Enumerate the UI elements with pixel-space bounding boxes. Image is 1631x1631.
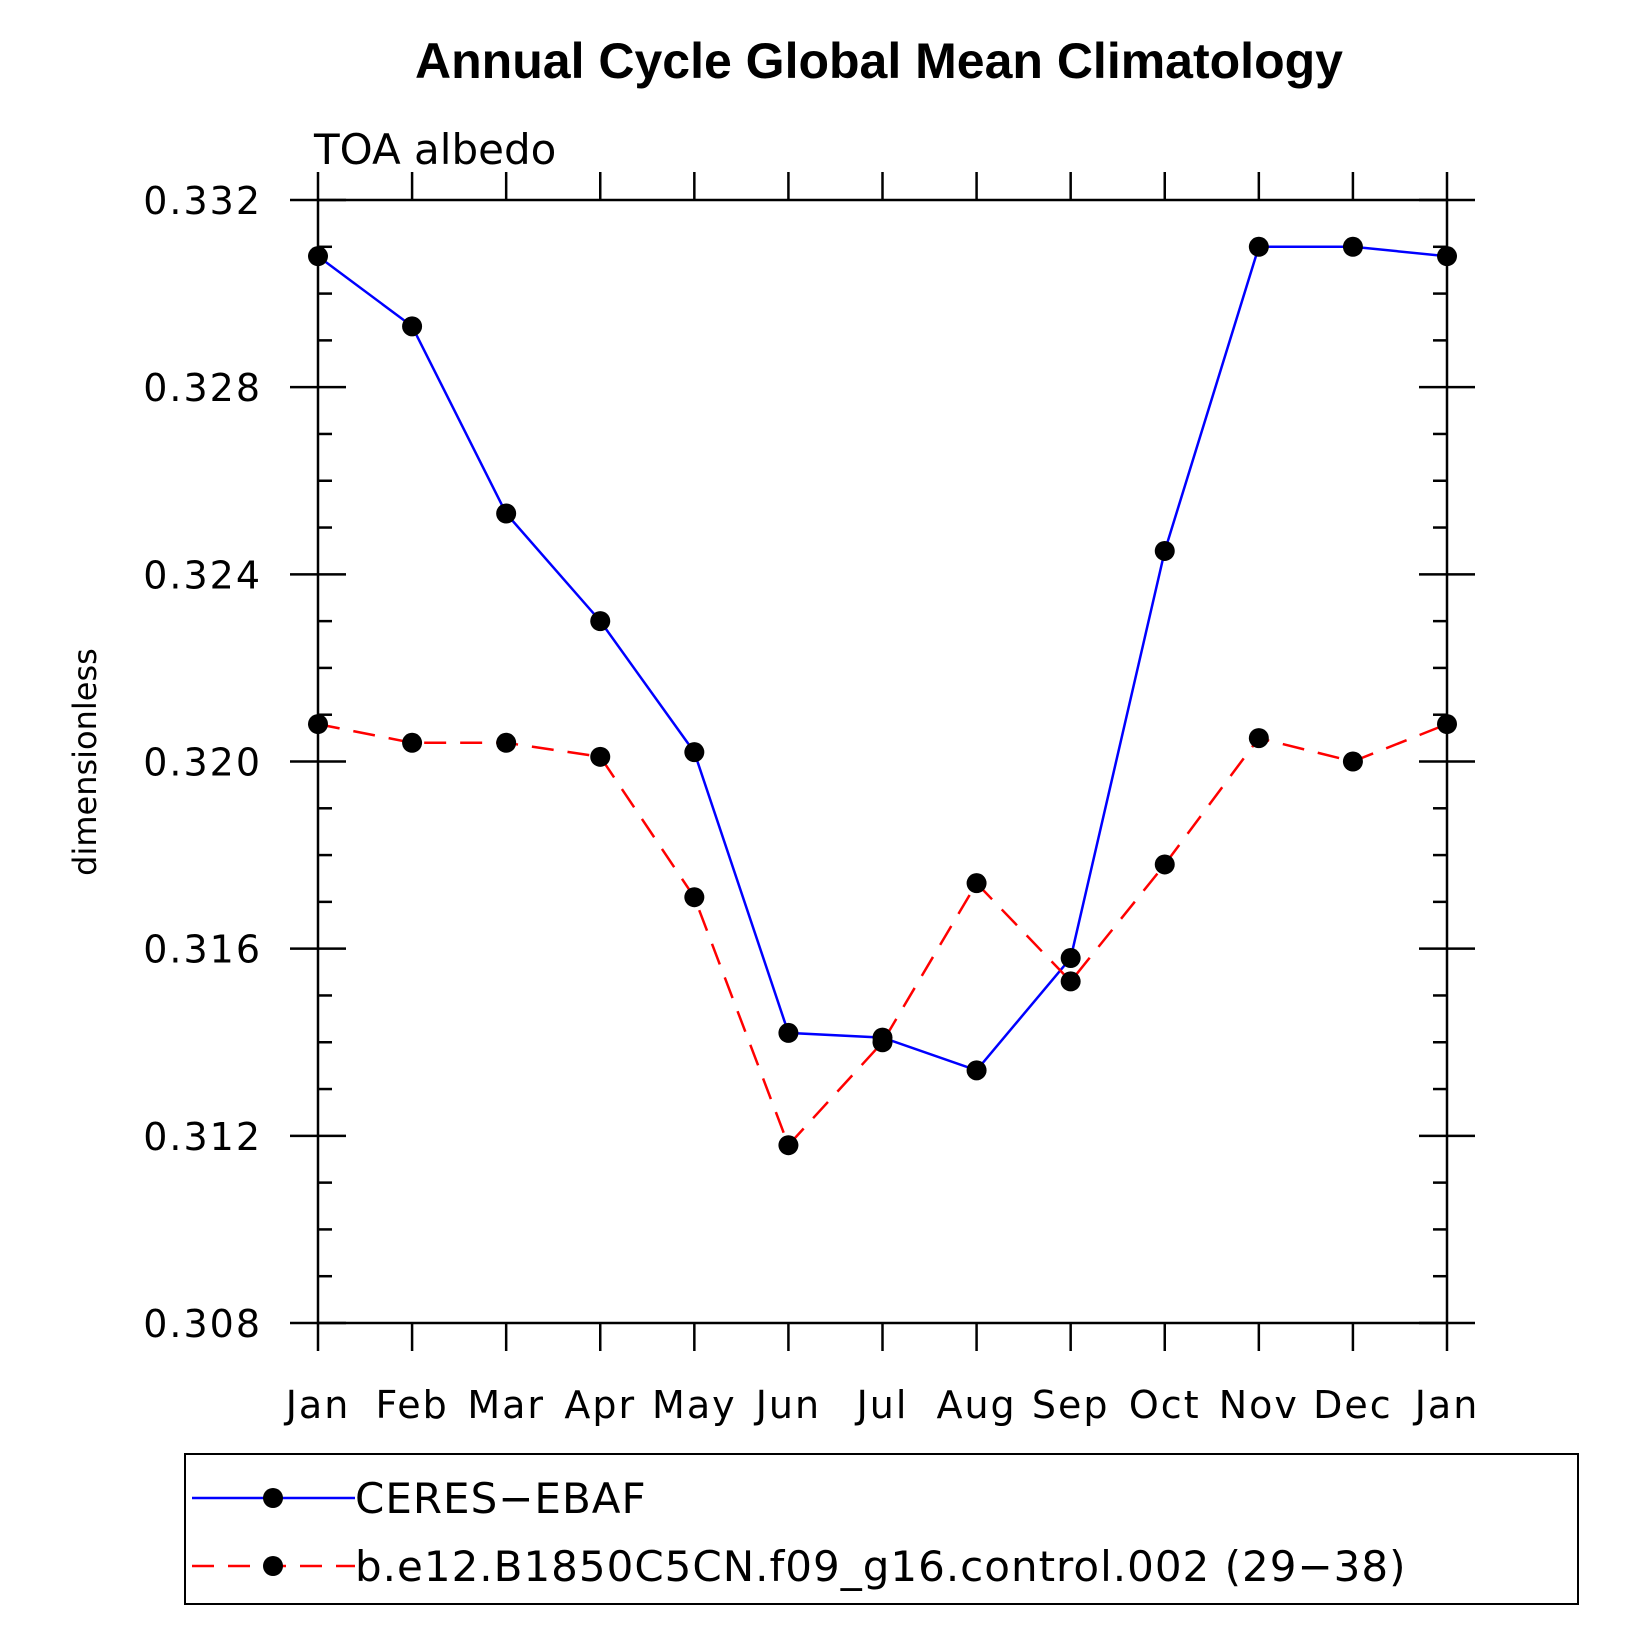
x-tick-label: Nov — [1219, 1383, 1299, 1427]
data-point-1 — [966, 873, 987, 894]
data-point-0 — [1437, 246, 1457, 267]
data-point-0 — [496, 503, 517, 524]
y-tick-label: 0.312 — [143, 1115, 262, 1159]
series-layer — [308, 236, 1457, 1156]
legend-label-ceres: CERES−EBAF — [355, 1474, 647, 1523]
x-tick-label: Jun — [754, 1383, 821, 1427]
y-axis-label: dimensionless — [66, 648, 104, 876]
data-point-1 — [308, 714, 328, 735]
y-tick-label: 0.320 — [143, 741, 262, 785]
axis-ticks — [290, 172, 1475, 1351]
data-point-0 — [1248, 236, 1269, 257]
data-point-0 — [402, 316, 423, 337]
series-line-1 — [317, 722, 1448, 1148]
y-tick-label: 0.316 — [143, 928, 262, 972]
data-point-1 — [778, 1135, 799, 1156]
legend-label-model: b.e12.B1850C5CN.f09_g16.control.002 (29−… — [355, 1542, 1406, 1591]
y-tick-labels: 0.308 0.312 0.316 0.320 0.324 0.328 0.332 — [143, 179, 262, 1346]
legend-marker-model — [263, 1556, 283, 1576]
chart-subtitle: TOA albedo — [313, 125, 556, 174]
data-point-1 — [1437, 714, 1457, 735]
y-tick-label: 0.308 — [143, 1302, 262, 1346]
data-point-1 — [402, 732, 423, 753]
x-tick-label: Aug — [936, 1383, 1016, 1427]
x-tick-label: Feb — [375, 1383, 448, 1427]
x-tick-label: May — [652, 1383, 737, 1427]
data-point-1 — [872, 1032, 893, 1053]
data-point-0 — [590, 611, 611, 632]
data-point-0 — [684, 742, 705, 763]
data-point-0 — [1060, 948, 1081, 969]
x-tick-label: Mar — [467, 1383, 545, 1427]
y-tick-label: 0.324 — [143, 553, 262, 597]
data-point-1 — [1060, 971, 1081, 992]
data-point-0 — [1342, 236, 1363, 257]
data-point-1 — [1342, 751, 1363, 772]
x-tick-label: Oct — [1129, 1383, 1201, 1427]
legend-marker-ceres — [263, 1488, 283, 1508]
data-point-1 — [1248, 728, 1269, 749]
data-point-0 — [778, 1022, 799, 1043]
x-tick-labels: Jan Feb Mar Apr May Jun Jul Aug Sep Oct Nov Dec Jan — [284, 1383, 1480, 1427]
data-point-1 — [590, 746, 611, 767]
y-tick-label: 0.332 — [143, 179, 262, 223]
x-tick-label: Jan — [1413, 1383, 1480, 1427]
x-tick-label: Jul — [855, 1383, 909, 1427]
x-tick-label: Sep — [1032, 1383, 1110, 1427]
y-tick-label: 0.328 — [143, 366, 262, 410]
x-tick-label: Apr — [564, 1383, 636, 1427]
x-tick-label: Dec — [1313, 1383, 1393, 1427]
data-point-1 — [684, 887, 705, 908]
data-point-0 — [308, 246, 328, 267]
x-tick-label: Jan — [284, 1383, 351, 1427]
legend: CERES−EBAF b.e12.B1850C5CN.f09_g16.contr… — [184, 1453, 1579, 1605]
series-line-0 — [317, 245, 1448, 1072]
data-point-0 — [966, 1060, 987, 1081]
legend-box — [184, 1453, 1579, 1605]
data-point-1 — [1154, 854, 1175, 875]
data-point-0 — [1154, 540, 1175, 561]
plot-frame — [316, 198, 1449, 1325]
chart-title: Annual Cycle Global Mean Climatology — [415, 33, 1343, 89]
data-point-1 — [496, 732, 517, 753]
